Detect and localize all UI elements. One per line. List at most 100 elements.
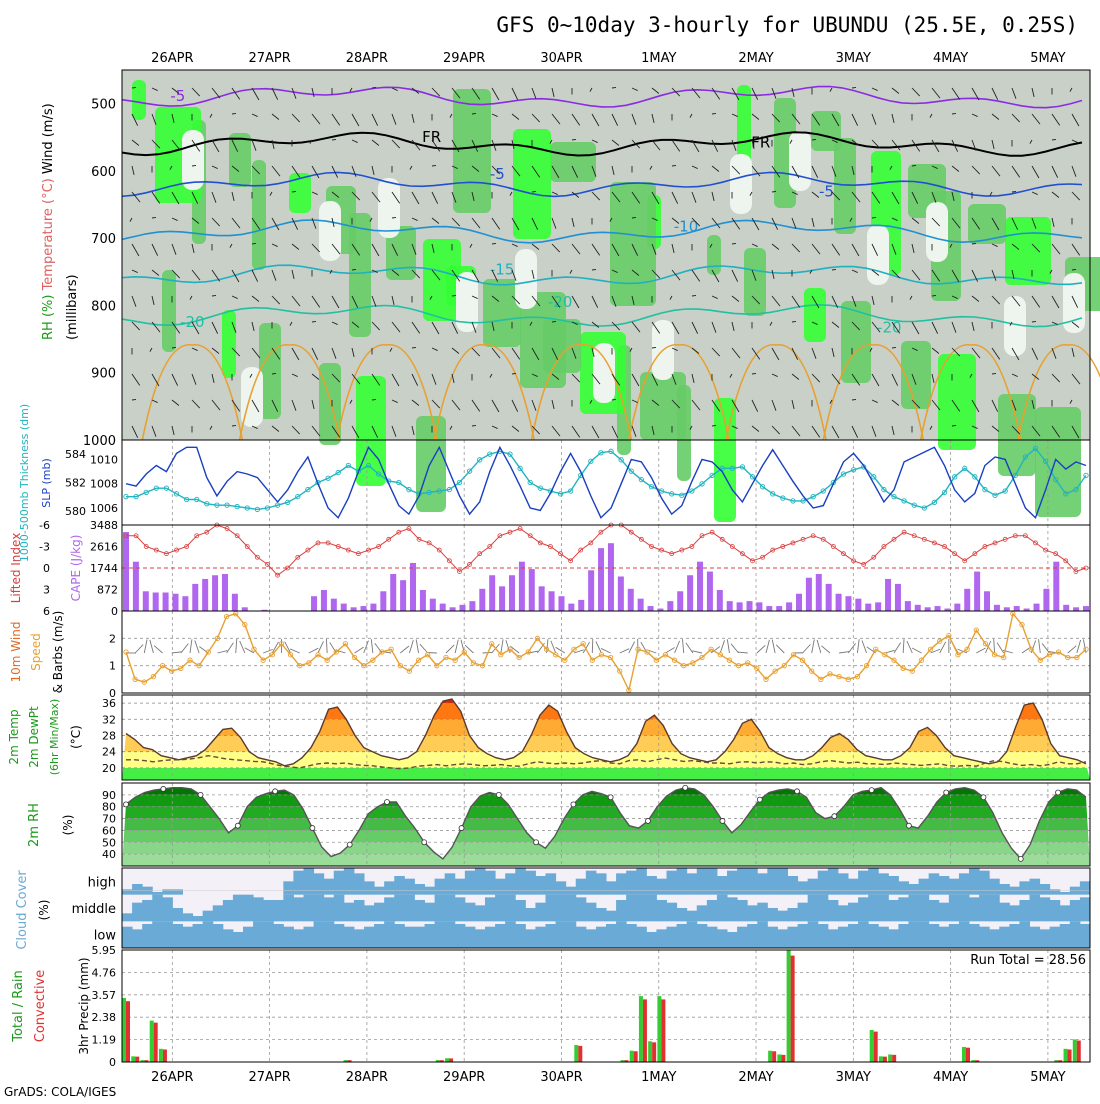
wind-barb: [492, 243, 496, 244]
rh-point: [981, 795, 986, 800]
cape-bar: [380, 591, 386, 611]
wind-barb-10m: [894, 643, 901, 653]
cloud-cell: [435, 879, 446, 895]
wind-barb: [712, 113, 716, 114]
wind-barb-10m: [601, 648, 610, 653]
cloud-cell: [304, 927, 315, 948]
cloud-cell: [344, 868, 355, 895]
temp-axis-label-2: 2m DewPt: [27, 706, 41, 768]
cloud-cell: [868, 868, 879, 895]
precip-total-bar: [639, 996, 643, 1062]
cloud-cell: [152, 892, 163, 895]
cape-bar: [954, 604, 960, 611]
rh-point: [496, 792, 501, 797]
wind-barb: [912, 165, 916, 166]
precip-convective-bar: [874, 1032, 878, 1062]
cloud-cell: [213, 924, 224, 948]
cloud-cell: [1019, 881, 1030, 894]
wind-barb: [612, 399, 616, 400]
cloud-cell: [959, 921, 970, 948]
cape-bar: [430, 599, 436, 611]
precip-tick-label: 5.95: [92, 944, 117, 957]
cape-bar: [1053, 562, 1059, 611]
cape-bar: [1004, 607, 1010, 611]
cape-bar: [717, 590, 723, 611]
cloud-cell: [475, 929, 486, 948]
wind-barb-10m: [528, 651, 538, 653]
wind-barb-10m: [821, 646, 830, 653]
rh-point: [720, 818, 725, 823]
chart-title: GFS 0~10day 3-hourly for UBUNDU (25.5E, …: [496, 13, 1078, 37]
cloud-cell: [394, 924, 405, 948]
cloud-cell: [646, 895, 657, 922]
date-label-bottom: 3MAY: [836, 1070, 871, 1085]
cloud-cell: [999, 903, 1010, 922]
wind-barb-10m: [227, 643, 234, 653]
rh-point: [459, 826, 464, 831]
wind-barb: [672, 165, 676, 166]
cape-bar: [816, 574, 822, 611]
cloud-cell: [233, 932, 244, 948]
date-label-top: 29APR: [443, 51, 485, 66]
wind-barb: [1072, 269, 1076, 270]
precip-total-bar: [657, 996, 661, 1062]
cloud-cell: [152, 895, 163, 922]
cloud-cell: [767, 927, 778, 948]
temp-axis-label-1: 2m Temp: [7, 709, 21, 764]
cloud-cell: [838, 927, 849, 948]
cape-bar: [766, 606, 772, 611]
cloud-cell: [263, 900, 274, 921]
cloud-cell: [162, 921, 173, 948]
cloud-cell: [606, 911, 617, 922]
cloud-cell: [556, 895, 567, 922]
cloud-cell: [404, 879, 415, 895]
precip-convective-bar: [966, 1048, 970, 1062]
cloud-cell: [687, 873, 698, 894]
wind-barb-10m: [682, 639, 683, 653]
precip-convective-bar: [135, 1057, 139, 1062]
date-label-bottom: 4MAY: [933, 1070, 968, 1085]
cloud-cell: [475, 905, 486, 921]
rh-band: [122, 842, 1090, 854]
cape-bar: [935, 606, 941, 611]
rh-axis-label: 2m RH: [27, 803, 42, 847]
cape-bar: [1034, 604, 1040, 611]
wind-barb: [1052, 139, 1056, 140]
cloud-cell: [304, 895, 315, 922]
cloud-cell: [737, 927, 748, 948]
cloud-cell: [304, 868, 315, 895]
cloud-cell: [455, 924, 466, 948]
wind-barb: [152, 217, 156, 218]
cloud-cell: [788, 908, 799, 921]
cloud-cell: [828, 868, 839, 895]
cloud-cell: [1060, 892, 1071, 895]
cloud-cell: [767, 868, 778, 895]
cloud-cell: [828, 929, 839, 948]
cloud-cell: [122, 927, 133, 948]
cloud-cell: [566, 895, 577, 922]
cloud-cell: [798, 881, 809, 894]
cloud-divider: [122, 890, 1090, 891]
wind-barb: [252, 243, 256, 244]
cape-bar: [172, 594, 178, 611]
cloud-cell: [707, 868, 718, 895]
wind-barb-10m: [416, 639, 418, 653]
cloud-cell: [1040, 929, 1051, 948]
cape-bar: [410, 563, 416, 611]
cloud-cell: [414, 884, 425, 895]
cloud-cell: [878, 873, 889, 894]
cape-bar: [836, 594, 842, 611]
temp-tick-label: 36: [102, 697, 116, 710]
wind-barb: [1012, 191, 1016, 192]
wind-barb-10m: [551, 641, 556, 653]
wind-barb-10m: [1042, 643, 1049, 653]
wind-barb: [872, 217, 876, 218]
cloud-cell: [556, 921, 567, 948]
cape-bar: [143, 591, 149, 611]
cape-bar: [667, 601, 673, 611]
cloud-cell: [1009, 905, 1020, 921]
wind-barb-10m: [592, 639, 593, 653]
wind-barb: [992, 373, 996, 374]
cloud-cell: [979, 895, 990, 922]
cloud-cell: [414, 927, 425, 948]
